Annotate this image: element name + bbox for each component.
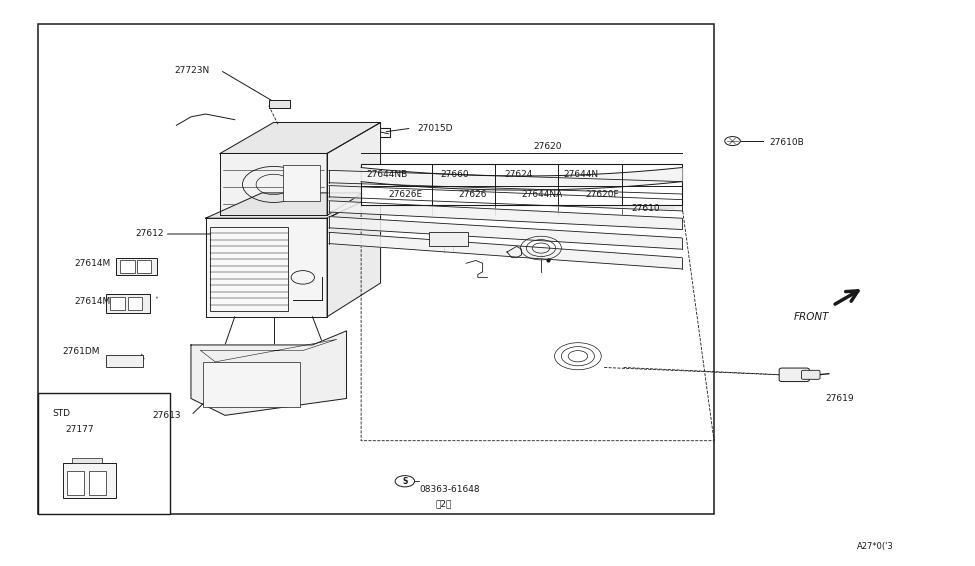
Text: 27614M: 27614M — [74, 259, 110, 268]
Bar — [66, 471, 84, 495]
Bar — [211, 226, 289, 311]
Text: S: S — [402, 477, 408, 486]
Polygon shape — [329, 232, 682, 269]
Polygon shape — [329, 201, 682, 229]
Text: 27612: 27612 — [136, 229, 164, 238]
Bar — [120, 260, 135, 273]
Text: A27*0('3: A27*0('3 — [857, 542, 894, 551]
Bar — [128, 297, 142, 310]
Text: 27610: 27610 — [632, 204, 660, 213]
Bar — [110, 297, 125, 310]
FancyBboxPatch shape — [801, 370, 820, 379]
Bar — [38, 393, 170, 514]
Bar — [89, 471, 106, 495]
Bar — [136, 260, 151, 273]
Polygon shape — [327, 193, 380, 317]
Text: 27644NA: 27644NA — [522, 190, 563, 199]
Bar — [72, 457, 101, 463]
Polygon shape — [220, 122, 380, 153]
Text: 27015D: 27015D — [417, 123, 453, 132]
Text: 27620: 27620 — [533, 142, 562, 151]
Polygon shape — [329, 217, 682, 249]
Text: 27624: 27624 — [504, 170, 532, 179]
Polygon shape — [206, 218, 327, 317]
Bar — [106, 355, 143, 367]
Text: 27723N: 27723N — [175, 66, 210, 75]
Text: 08363-61648: 08363-61648 — [419, 485, 480, 494]
Polygon shape — [220, 153, 327, 216]
Bar — [38, 24, 714, 514]
Text: 27644NB: 27644NB — [366, 170, 408, 179]
Polygon shape — [329, 170, 682, 194]
Polygon shape — [329, 186, 682, 211]
FancyBboxPatch shape — [779, 368, 809, 381]
Text: 27177: 27177 — [65, 425, 95, 434]
Text: 27619: 27619 — [826, 394, 854, 403]
Text: 27626E: 27626E — [388, 190, 422, 199]
Text: 2761DM: 2761DM — [62, 347, 100, 356]
Polygon shape — [206, 193, 380, 218]
Bar — [361, 164, 682, 205]
Text: 27660: 27660 — [441, 170, 469, 179]
Bar — [106, 294, 150, 313]
Polygon shape — [327, 122, 380, 216]
Polygon shape — [191, 331, 346, 415]
Text: 27626: 27626 — [458, 190, 487, 199]
Text: 27614M: 27614M — [74, 297, 110, 306]
Bar — [62, 463, 116, 498]
Text: STD: STD — [52, 409, 70, 418]
Bar — [429, 232, 468, 246]
Text: （2）: （2） — [436, 499, 452, 508]
Bar — [284, 165, 320, 201]
Text: 27620F: 27620F — [586, 190, 619, 199]
Text: 27644N: 27644N — [564, 170, 599, 179]
Text: 27613: 27613 — [152, 411, 180, 420]
Bar — [203, 362, 300, 407]
Text: 27610B: 27610B — [769, 138, 804, 147]
Polygon shape — [361, 168, 682, 190]
Bar — [116, 258, 157, 275]
Bar — [269, 100, 291, 109]
Text: FRONT: FRONT — [794, 312, 830, 322]
